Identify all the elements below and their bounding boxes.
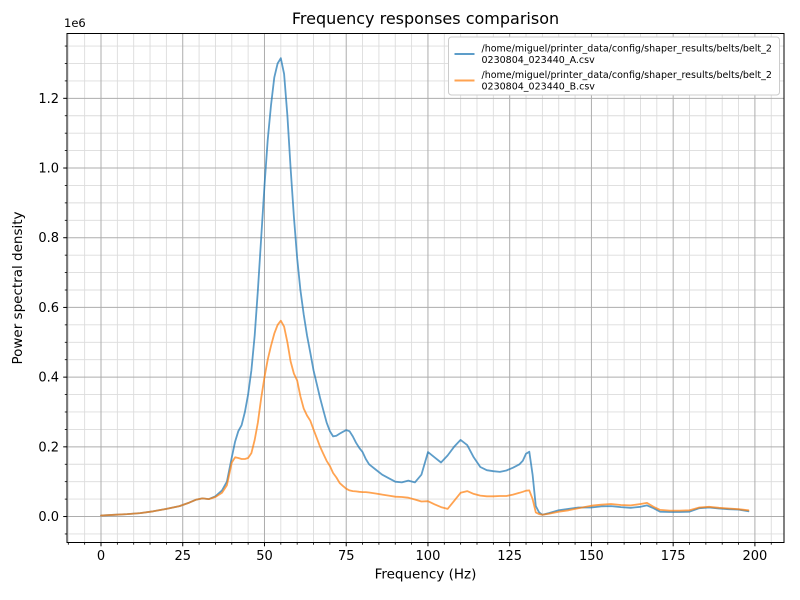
x-tick-label: 0 xyxy=(97,549,105,564)
y-tick-label: 1.2 xyxy=(38,92,59,107)
plot-area xyxy=(67,33,784,543)
axis-tick-labels: 0 25 50 75 100 125 150 175 200 0.0 0.2 0.4 0.6 0.8 1.0… xyxy=(38,92,767,564)
series-line-b xyxy=(100,319,750,517)
x-tick-label: 25 xyxy=(174,549,191,564)
y-tick-label: 0.8 xyxy=(38,231,59,246)
axes-spines xyxy=(66,33,785,543)
legend-box xyxy=(448,36,780,96)
x-tick-label: 200 xyxy=(742,549,767,564)
grid-major-lines xyxy=(67,33,784,543)
y-axis-offset-label: 1e6 xyxy=(64,16,86,30)
x-tick-label: 150 xyxy=(579,549,604,564)
legend-label-a: /home/miguel/printer_data/config/shaper_… xyxy=(482,44,772,67)
grid-minor-lines xyxy=(67,33,784,543)
y-tick-label: 0.4 xyxy=(38,371,59,386)
y-tick-label: 0.6 xyxy=(38,301,59,316)
x-tick-label: 50 xyxy=(256,549,273,564)
legend: /home/miguel/printer_data/config/shaper_… xyxy=(448,36,780,96)
x-axis-label: Frequency (Hz) xyxy=(375,567,477,583)
y-tick-label: 1.0 xyxy=(38,162,59,177)
chart-title: Frequency responses comparison xyxy=(292,9,559,28)
x-tick-label: 75 xyxy=(338,549,355,564)
x-tick-label: 175 xyxy=(661,549,686,564)
y-tick-label: 0.2 xyxy=(38,440,59,455)
x-tick-label: 100 xyxy=(416,549,441,564)
y-tick-label: 0.0 xyxy=(38,510,59,525)
y-axis-label: Power spectral density xyxy=(10,211,26,364)
x-tick-label: 125 xyxy=(497,549,522,564)
legend-label-b: /home/miguel/printer_data/config/shaper_… xyxy=(482,70,772,93)
data-series-lines xyxy=(100,57,750,517)
axis-tick-marks xyxy=(63,45,772,547)
